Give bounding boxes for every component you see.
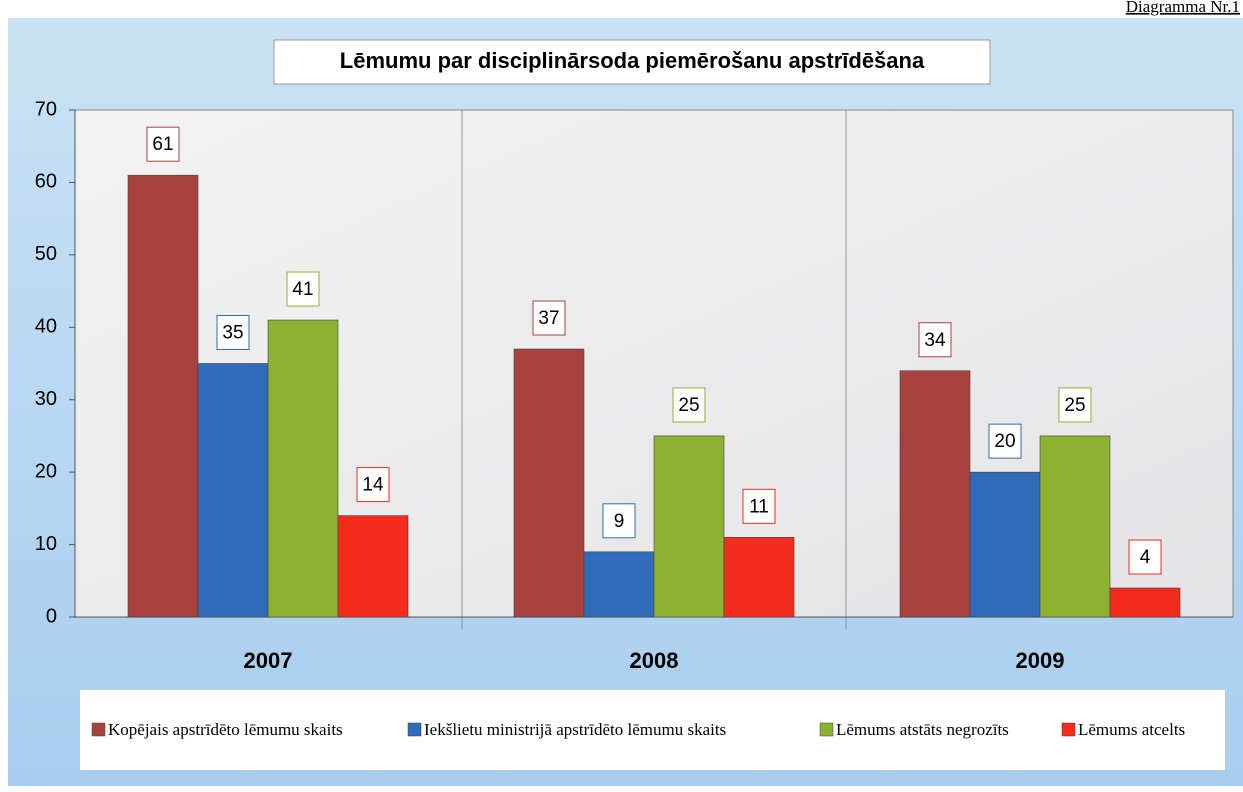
data-label-box	[1128, 539, 1162, 575]
data-label-box	[532, 300, 566, 336]
y-tick-label: 50	[35, 243, 57, 265]
data-label: 20	[994, 431, 1015, 452]
legend-swatch	[91, 722, 106, 737]
data-label: 25	[1064, 395, 1085, 416]
x-tick-label: 2008	[630, 648, 679, 673]
data-label: 9	[614, 511, 625, 532]
data-label-box	[216, 315, 250, 350]
data-label: 35	[222, 323, 243, 344]
bar	[513, 348, 585, 618]
bar	[583, 551, 655, 618]
data-label-box	[356, 467, 390, 503]
y-tick-label: 20	[35, 460, 57, 482]
bar	[899, 370, 971, 618]
bar	[267, 319, 339, 618]
y-tick-label: 30	[35, 388, 57, 410]
y-tick-label: 10	[35, 533, 57, 555]
bar	[1109, 587, 1181, 618]
data-label-box	[286, 271, 320, 307]
data-label: 14	[362, 475, 384, 496]
data-label: 11	[749, 496, 769, 517]
legend-swatch	[407, 722, 422, 737]
y-tick-label: 40	[35, 316, 57, 338]
legend-label: Lēmums atcelts	[1078, 720, 1185, 739]
legend-swatch	[819, 722, 834, 737]
data-label-box	[742, 488, 776, 524]
legend-swatch	[1061, 722, 1076, 737]
data-label-box	[918, 322, 952, 358]
data-label-box	[146, 126, 180, 162]
data-label: 37	[538, 308, 559, 329]
legend-label: Iekšlietu ministrijā apstrīdēto lēmumu s…	[424, 720, 726, 739]
x-tick-label: 2009	[1016, 648, 1065, 673]
data-label: 4	[1140, 547, 1151, 568]
y-tick-label: 0	[46, 605, 57, 627]
data-label: 61	[152, 134, 173, 155]
bar	[1039, 435, 1111, 618]
chart-note: Diagramma Nr.1	[1126, 0, 1240, 16]
data-label-box	[602, 503, 636, 539]
bar	[653, 435, 725, 618]
x-tick-label: 2007	[244, 648, 293, 673]
bar	[337, 515, 409, 618]
data-label: 41	[292, 279, 313, 300]
data-label-box	[988, 423, 1022, 459]
legend-label: Lēmums atstāts negrozīts	[836, 720, 1009, 739]
bar	[723, 537, 795, 618]
bar	[127, 174, 199, 618]
bar	[969, 471, 1041, 618]
y-tick-label: 70	[35, 98, 57, 120]
legend-label: Kopējais apstrīdēto lēmumu skaits	[108, 720, 343, 739]
data-label-box	[1058, 387, 1092, 423]
chart-title: Lēmumu par disciplinārsoda piemērošanu a…	[340, 48, 925, 73]
title-box	[273, 39, 991, 85]
data-label: 34	[924, 330, 946, 351]
y-tick-label: 60	[35, 171, 57, 193]
data-label-box	[672, 387, 706, 423]
data-label: 25	[678, 395, 699, 416]
bar	[197, 363, 269, 618]
legend-box	[80, 690, 1225, 770]
